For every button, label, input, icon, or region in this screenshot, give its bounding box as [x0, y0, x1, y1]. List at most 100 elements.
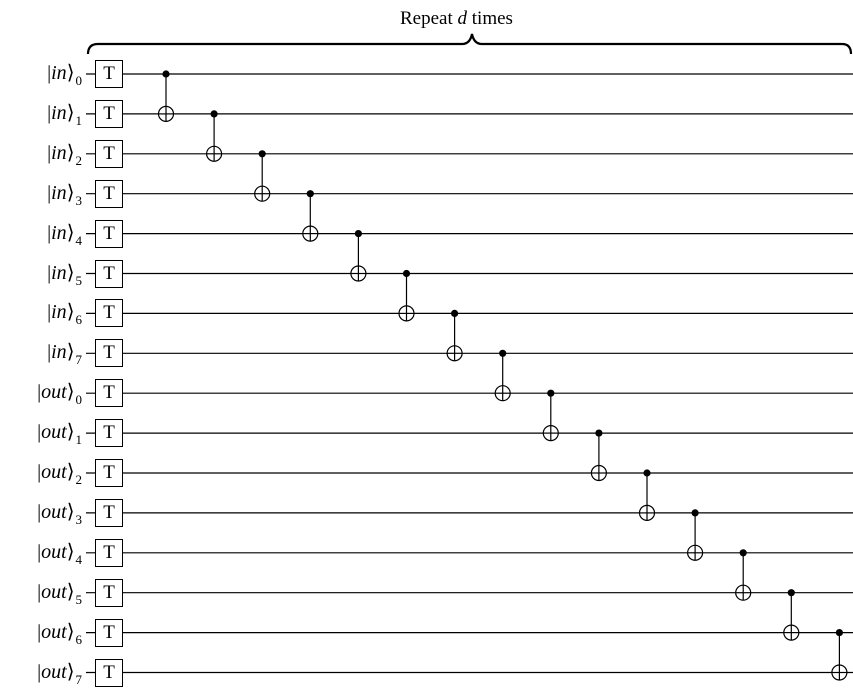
ket-close: ⟩	[66, 261, 75, 284]
control-dot	[402, 269, 411, 278]
target-xor	[494, 385, 511, 402]
target-xor	[206, 145, 223, 162]
control-dot	[306, 190, 314, 198]
ket-close: ⟩	[66, 62, 75, 84]
ket-name: in	[51, 261, 67, 284]
wire-label: |out⟩2	[0, 460, 83, 487]
ket-index: 4	[75, 551, 83, 567]
wire-label: |out⟩4	[0, 540, 83, 567]
wire-label: |out⟩3	[0, 500, 83, 527]
ket-name: out	[41, 620, 67, 643]
cnot-gate	[494, 349, 511, 402]
ket-open: |	[37, 461, 42, 483]
ket-name: in	[51, 101, 67, 124]
target-xor	[542, 425, 559, 442]
t-gate: T	[95, 618, 123, 647]
ket-index: 5	[75, 591, 83, 607]
ket-close: ⟩	[66, 381, 75, 404]
wire-label: |out⟩1	[0, 420, 82, 447]
ket-name: out	[41, 580, 67, 603]
control-dot	[451, 309, 459, 317]
repeat-suffix: times	[471, 8, 513, 29]
control-dot	[258, 150, 266, 158]
t-gate: T	[95, 299, 123, 328]
ket-index: 1	[75, 112, 83, 128]
control-dot	[835, 629, 844, 637]
t-gate: T	[95, 60, 123, 88]
t-gate: T	[95, 219, 123, 248]
t-gate: T	[95, 139, 123, 168]
ket-close: ⟩	[66, 181, 75, 204]
ket-name: in	[51, 141, 67, 164]
t-gate: T	[95, 99, 123, 128]
t-gate: T	[95, 179, 123, 208]
wire-label: |in⟩1	[0, 101, 83, 128]
target-xor	[638, 504, 656, 522]
target-xor	[350, 265, 367, 282]
repeat-brace	[86, 33, 853, 55]
ket-open: |	[37, 660, 42, 683]
target-xor	[254, 185, 271, 202]
cnot-gate	[254, 150, 271, 202]
t-gate: T	[95, 459, 123, 487]
ket-index: 0	[75, 73, 83, 88]
cnot-gate	[157, 70, 175, 123]
ket-open: |	[37, 500, 42, 523]
ket-index: 2	[75, 152, 83, 168]
cnot-gate	[686, 509, 704, 561]
ket-name: in	[51, 62, 67, 84]
ket-open: |	[47, 341, 52, 364]
control-dot	[691, 509, 699, 517]
t-gate: T	[95, 538, 123, 567]
target-xor	[157, 105, 175, 123]
t-gate: T	[95, 578, 123, 607]
ket-name: in	[51, 301, 67, 324]
ket-close: ⟩	[66, 101, 75, 124]
ket-name: out	[41, 660, 67, 683]
cnot-gate	[735, 549, 752, 601]
cnot-gate	[206, 110, 223, 162]
ket-open: |	[47, 101, 52, 124]
cnot-gate	[542, 389, 559, 442]
ket-open: |	[47, 261, 52, 284]
wire-label: |in⟩7	[0, 340, 83, 368]
ket-index: 2	[75, 472, 83, 487]
wire-label: |in⟩5	[0, 261, 82, 288]
ket-close: ⟩	[66, 301, 75, 324]
control-dot	[162, 70, 170, 78]
control-dot	[499, 349, 507, 357]
cnot-gate	[350, 230, 367, 282]
t-gate: T	[95, 658, 123, 687]
wire-label: |out⟩7	[0, 660, 83, 687]
ket-close: ⟩	[66, 580, 75, 603]
ket-open: |	[37, 620, 42, 643]
wire-label: |out⟩5	[0, 580, 83, 607]
ket-close: ⟩	[66, 141, 75, 164]
cnot-gate	[783, 589, 800, 641]
target-xor	[831, 664, 848, 681]
ket-index: 3	[75, 511, 83, 527]
ket-name: in	[51, 341, 67, 364]
ket-name: out	[41, 461, 67, 483]
target-xor	[686, 544, 704, 561]
target-xor	[735, 584, 752, 601]
repeat-variable: d	[457, 8, 468, 29]
t-gate: T	[95, 419, 123, 448]
cnot-gate	[590, 429, 608, 482]
ket-open: |	[47, 181, 52, 204]
ket-open: |	[37, 540, 42, 563]
t-gate: T	[95, 259, 123, 288]
cnot-gate	[302, 190, 319, 242]
ket-open: |	[37, 381, 42, 404]
wire-label: |in⟩2	[0, 141, 83, 168]
control-dot	[787, 589, 795, 597]
cnot-gate	[831, 629, 848, 681]
wire-label: |out⟩6	[0, 620, 83, 647]
ket-index: 7	[75, 671, 83, 687]
ket-index: 6	[75, 631, 83, 647]
ket-close: ⟩	[66, 500, 75, 523]
ket-open: |	[37, 421, 42, 444]
t-gate: T	[95, 379, 123, 408]
ket-index: 7	[75, 352, 83, 368]
control-dot	[739, 549, 747, 557]
